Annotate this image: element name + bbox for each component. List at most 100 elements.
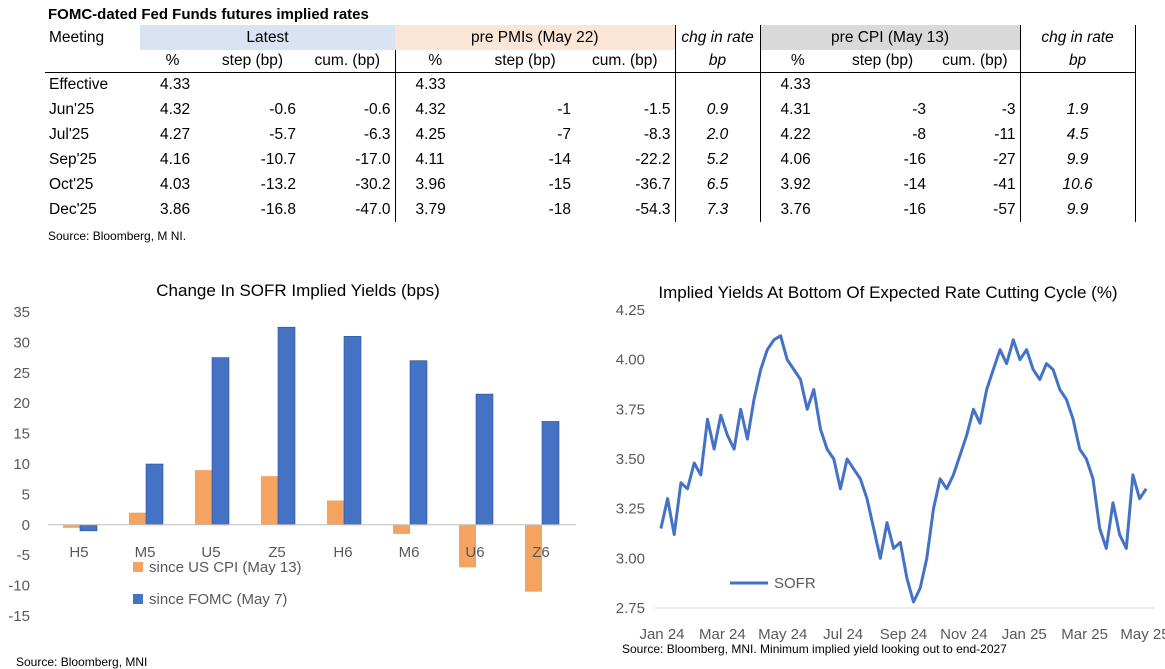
bar-since-cpi-Z6 xyxy=(525,524,542,592)
cell-p-step: -7 xyxy=(557,125,572,143)
line-x-tick-label: May 24 xyxy=(758,626,807,643)
line-y-tick-label: 3.25 xyxy=(616,501,645,518)
table-source: Source: Bloomberg, M NI. xyxy=(48,229,187,243)
meeting-header: Meeting xyxy=(49,28,105,46)
cell-l-pct: 4.33 xyxy=(160,75,191,93)
bar-x-tick-label: M5 xyxy=(135,544,156,561)
cell-l-pct: 3.86 xyxy=(160,200,191,218)
line-x-tick-label: Mar 25 xyxy=(1061,626,1108,643)
legend-swatch xyxy=(133,594,143,604)
bar-since-fomc-U6 xyxy=(475,393,494,526)
cell-c-step: -3 xyxy=(912,100,927,118)
cell-p-step: -1 xyxy=(557,100,572,118)
cell-p-cum: -54.3 xyxy=(635,200,671,218)
cell-p-cum xyxy=(575,72,675,97)
table-subheader-row: % step (bp) cum. (bp) % step (bp) cum. (… xyxy=(45,50,1136,73)
bar-y-tick-label: -10 xyxy=(8,578,30,595)
cell-meeting: Oct'25 xyxy=(49,175,94,193)
bar-since-fomc-U5 xyxy=(211,357,230,526)
cell-l-step: -13.2 xyxy=(260,175,296,193)
cell-l-cum: -30.2 xyxy=(355,175,391,193)
bar-since-cpi-H6 xyxy=(327,500,344,525)
cell-chg1: 7.3 xyxy=(674,197,761,222)
bar-y-tick-label: 10 xyxy=(13,456,30,473)
sofr-series-line xyxy=(659,334,1148,604)
bar-chart-source: Source: Bloomberg, MNI xyxy=(16,655,148,669)
sub-cum: cum. (bp) xyxy=(300,50,396,73)
table-row: Sep'25 4.16 -10.7 -17.0 4.11 -14 -22.2 5.2 4.06 -… xyxy=(45,147,1136,172)
sub-cum: cum. (bp) xyxy=(930,50,1021,73)
bar-since-cpi-U6 xyxy=(459,524,476,568)
bar-chart-title: Change In SOFR Implied Yields (bps) xyxy=(156,281,439,300)
cell-c-step: -8 xyxy=(912,125,927,143)
cell-c-cum: -3 xyxy=(1001,100,1016,118)
cell-chg1: 6.5 xyxy=(674,172,761,197)
cell-c-pct: 4.22 xyxy=(780,125,811,143)
cell-p-cum: -36.7 xyxy=(635,175,671,193)
line-y-tick-label: 3.00 xyxy=(616,550,645,567)
group-latest: Latest xyxy=(140,25,396,50)
line-x-tick-label: May 25 xyxy=(1120,626,1165,643)
bar-y-tick-label: -5 xyxy=(17,547,30,564)
cell-l-pct: 4.03 xyxy=(160,175,191,193)
table-row: Effective 4.33 4.33 4.33 xyxy=(45,72,1136,97)
cell-p-pct: 4.33 xyxy=(394,72,476,97)
line-chart-title: Implied Yields At Bottom Of Expected Rat… xyxy=(658,283,1117,302)
table-row: Dec'25 3.86 -16.8 -47.0 3.79 -18 -54.3 7.3 3.76 -… xyxy=(45,197,1136,222)
line-x-tick-label: Sep 24 xyxy=(880,626,928,643)
cell-c-pct: 4.06 xyxy=(780,150,811,168)
cell-l-cum xyxy=(300,72,395,97)
cell-c-cum xyxy=(930,72,1020,97)
cell-c-pct: 4.33 xyxy=(780,75,811,93)
cell-chg2: 9.9 xyxy=(1019,147,1136,172)
line-x-tick-label: Mar 24 xyxy=(699,626,746,643)
sofr-bar-chart: Change In SOFR Implied Yields (bps) 35 30… xyxy=(8,281,576,625)
sub-pct: % xyxy=(140,50,205,73)
table-group-header-row: Meeting Latest pre PMIs (May 22) chg in … xyxy=(45,25,1136,50)
fed-funds-table: Meeting Latest pre PMIs (May 22) chg in … xyxy=(45,25,1136,222)
group-pre-cpi: pre CPI (May 13) xyxy=(760,25,1021,50)
table-title: FOMC-dated Fed Funds futures implied rat… xyxy=(48,6,369,23)
line-x-tick-label: Nov 24 xyxy=(940,626,988,643)
bar-since-fomc-H5 xyxy=(79,524,98,532)
bar-y-tick-label: 30 xyxy=(13,334,30,351)
cell-c-cum: -27 xyxy=(993,150,1016,168)
table-row: Jun'25 4.32 -0.6 -0.6 4.32 -1 -1.5 0.9 4.31 -3 -3 1… xyxy=(45,97,1136,122)
cell-c-pct: 4.31 xyxy=(780,100,811,118)
table-row: Oct'25 4.03 -13.2 -30.2 3.96 -15 -36.7 6.5 3.92 -… xyxy=(45,172,1136,197)
sub-bp: bp xyxy=(674,50,761,73)
cell-c-pct: 3.92 xyxy=(780,175,811,193)
bar-since-fomc-M6 xyxy=(409,360,428,526)
cell-meeting: Jul'25 xyxy=(49,125,90,143)
bar-x-tick-label: U5 xyxy=(201,544,220,561)
cell-p-pct: 4.11 xyxy=(394,147,476,172)
bar-x-tick-label: Z6 xyxy=(532,544,550,561)
cell-l-cum: -47.0 xyxy=(355,200,391,218)
line-y-tick-label: 4.00 xyxy=(616,352,645,369)
cell-chg1: 2.0 xyxy=(674,122,761,147)
cell-p-cum: -22.2 xyxy=(635,150,671,168)
cell-p-step: -15 xyxy=(548,175,572,193)
cell-meeting: Sep'25 xyxy=(49,150,97,168)
bar-y-tick-label: 25 xyxy=(13,365,30,382)
line-x-tick-label: Jan 25 xyxy=(1002,626,1047,643)
bar-since-fomc-H6 xyxy=(343,336,362,526)
cell-c-pct: 3.76 xyxy=(780,200,811,218)
cell-c-step: -16 xyxy=(903,150,927,168)
bar-since-fomc-Z5 xyxy=(277,326,296,526)
cell-c-step: -14 xyxy=(903,175,927,193)
legend-swatch xyxy=(133,562,143,572)
bar-since-fomc-M5 xyxy=(145,463,164,526)
bar-x-tick-label: U6 xyxy=(465,544,484,561)
bar-legend: since US CPI (May 13) since FOMC (May 7) xyxy=(133,559,302,608)
sub-cum: cum. (bp) xyxy=(575,50,676,73)
cell-l-cum: -17.0 xyxy=(355,150,391,168)
sub-step: step (bp) xyxy=(205,50,300,73)
cell-c-step xyxy=(835,72,930,97)
line-y-tick-label: 3.50 xyxy=(616,451,645,468)
cell-c-cum: -41 xyxy=(993,175,1016,193)
bar-y-tick-label: 20 xyxy=(13,395,30,412)
group-pre-pmi: pre PMIs (May 22) xyxy=(395,25,676,50)
cell-l-step: -5.7 xyxy=(269,125,296,143)
cell-meeting: Jun'25 xyxy=(49,100,95,118)
